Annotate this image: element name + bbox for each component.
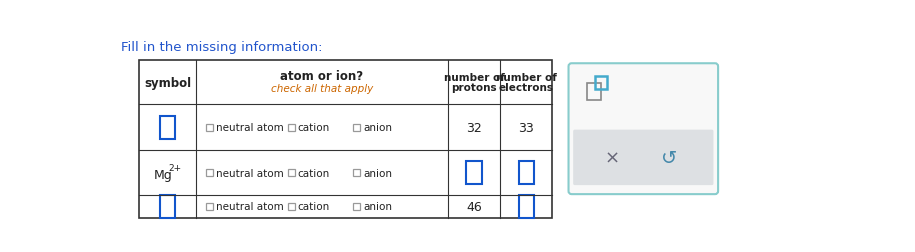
- Text: symbol: symbol: [144, 76, 191, 89]
- Text: cation: cation: [297, 123, 329, 133]
- Bar: [519, 161, 534, 184]
- Text: electrons: electrons: [499, 83, 554, 93]
- Text: number of: number of: [444, 72, 504, 82]
- Text: number of: number of: [496, 72, 556, 82]
- Text: 46: 46: [466, 200, 482, 213]
- Text: Fill in the missing information:: Fill in the missing information:: [121, 41, 322, 54]
- Text: ×: ×: [604, 149, 619, 167]
- Text: neutral atom: neutral atom: [216, 168, 284, 178]
- Text: neutral atom: neutral atom: [216, 202, 284, 212]
- Text: neutral atom: neutral atom: [216, 123, 284, 133]
- Text: cation: cation: [297, 202, 329, 212]
- Bar: [160, 195, 175, 218]
- Text: Mg: Mg: [155, 168, 173, 181]
- Text: 33: 33: [519, 121, 534, 134]
- Text: cation: cation: [297, 168, 329, 178]
- Text: anion: anion: [363, 202, 393, 212]
- Bar: [206, 169, 213, 176]
- Text: 2+: 2+: [168, 163, 182, 172]
- FancyBboxPatch shape: [573, 130, 714, 185]
- Bar: [206, 124, 213, 131]
- FancyBboxPatch shape: [568, 64, 718, 194]
- Text: atom or ion?: atom or ion?: [280, 70, 363, 83]
- Bar: [287, 203, 295, 210]
- Bar: [519, 195, 534, 218]
- Bar: [206, 203, 213, 210]
- Bar: [595, 76, 608, 90]
- Bar: [160, 116, 175, 139]
- Text: 32: 32: [466, 121, 482, 134]
- Text: ↺: ↺: [661, 148, 677, 167]
- Text: anion: anion: [363, 123, 393, 133]
- Bar: [467, 161, 481, 184]
- Text: check all that apply: check all that apply: [271, 84, 372, 94]
- Bar: [139, 61, 553, 218]
- Bar: [353, 203, 361, 210]
- Text: protons: protons: [451, 83, 497, 93]
- Bar: [587, 84, 601, 101]
- Bar: [353, 169, 361, 176]
- Bar: [287, 124, 295, 131]
- Text: anion: anion: [363, 168, 393, 178]
- Bar: [353, 124, 361, 131]
- Bar: [287, 169, 295, 176]
